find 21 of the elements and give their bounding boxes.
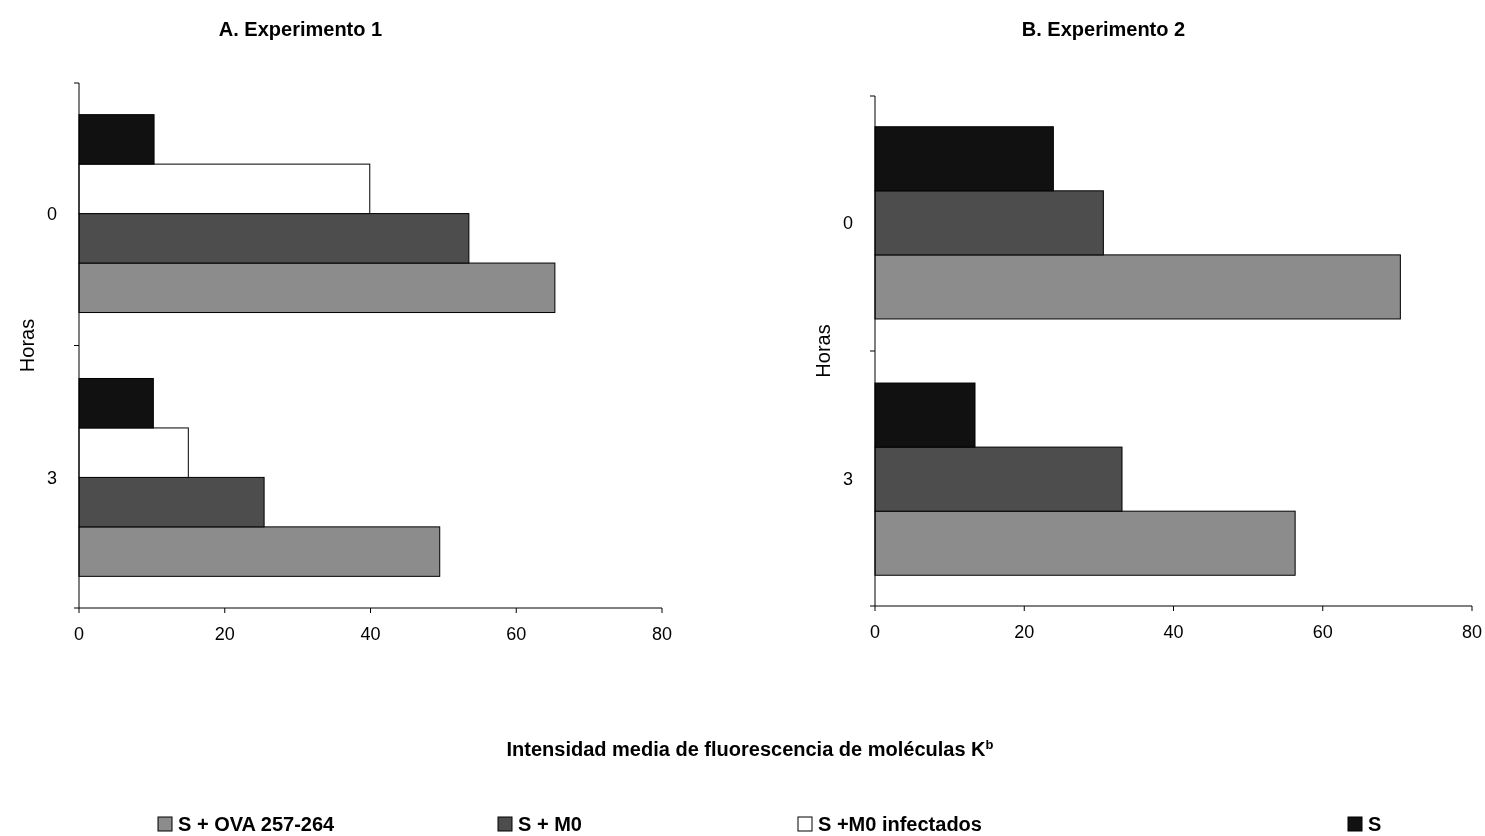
- legend-label: S +M0 infectados: [818, 813, 982, 835]
- x-tick-label: 40: [1163, 622, 1184, 642]
- legend-label: S + M0: [518, 813, 582, 835]
- x-tick-label: 80: [651, 624, 673, 644]
- y-tick-label: 3: [842, 469, 853, 490]
- chart-title: A. Experimento 1: [218, 18, 383, 40]
- chart-title: B. Experimento 2: [1021, 18, 1186, 40]
- legend-label: S + OVA 257-264: [178, 813, 336, 835]
- x-tick-label: 80: [1461, 622, 1483, 642]
- x-tick-label: 0: [869, 622, 881, 642]
- y-axis-title: Horas: [16, 318, 38, 373]
- x-tick-label: 60: [506, 624, 527, 644]
- x-axis-title: Intensidad media de fluorescencia de moléculas K$^{b}$: [506, 736, 994, 760]
- x-tick-label: 20: [214, 624, 235, 644]
- y-tick-label: 3: [46, 467, 57, 488]
- x-tick-label: 40: [360, 624, 381, 644]
- y-axis-title: Horas: [812, 324, 834, 378]
- x-tick-label: 20: [1014, 622, 1035, 642]
- x-tick-label: 0: [73, 624, 85, 644]
- x-tick-label: 60: [1312, 622, 1333, 642]
- legend-label: S: [1368, 813, 1382, 835]
